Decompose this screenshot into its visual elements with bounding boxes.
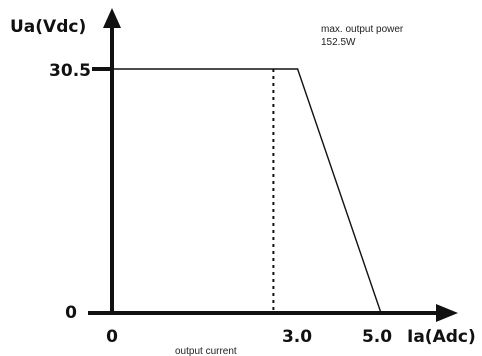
x-tick-label-5-0: 5.0 [362,327,392,347]
series-point-3 [380,312,382,314]
plot-area [111,68,382,314]
series-point-2 [296,68,299,70]
output-current-caption: output current [175,346,237,356]
max-output-power-label: max. output power [321,24,404,35]
series-point-1 [111,68,113,70]
y-axis-arrow-icon [103,8,121,28]
axes [88,8,458,322]
x-axis-arrow-icon [436,304,458,322]
x-tick-label-3-0: 3.0 [282,327,312,347]
max-output-power-value: 152.5W [321,37,356,48]
x-axis-label: Ia(Adc) [407,327,476,347]
y-axis-label: Ua(Vdc) [10,17,86,37]
y-tick-label-0: 0 [65,303,77,323]
series-line-segment-2 [296,68,382,314]
y-tick-label-30-5: 30.5 [49,61,91,81]
x-tick-label-0: 0 [106,327,118,347]
